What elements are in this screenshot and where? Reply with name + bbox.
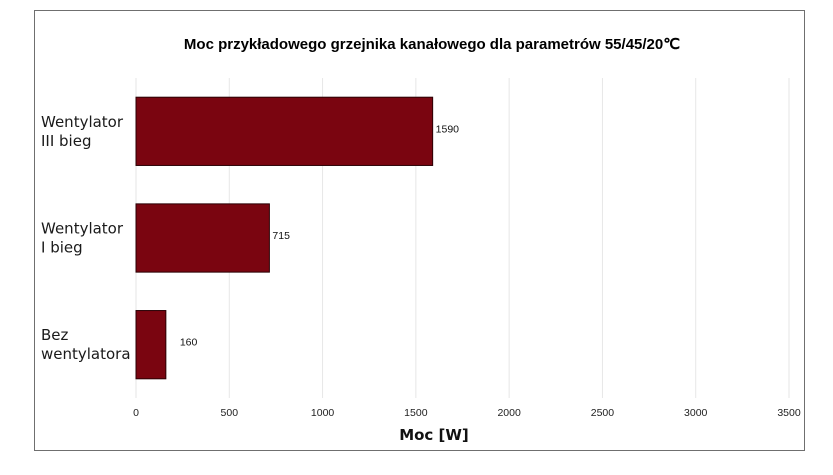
x-tick-label: 3000 xyxy=(684,407,708,419)
bar xyxy=(135,203,270,273)
category-label: Bez xyxy=(41,326,69,344)
category-label: wentylatora xyxy=(41,345,131,363)
category-label: Wentylator xyxy=(41,113,124,131)
x-tick-label: 0 xyxy=(133,407,139,419)
category-label: Wentylator xyxy=(41,220,124,238)
data-label: 715 xyxy=(272,230,290,242)
x-tick-label: 2500 xyxy=(591,407,615,419)
x-tick-label: 500 xyxy=(221,407,239,419)
data-label: 1590 xyxy=(436,123,460,135)
x-tick-label: 1000 xyxy=(311,407,335,419)
chart-title: Moc przykładowego grzejnika kanałowego d… xyxy=(184,36,680,53)
category-label: III bieg xyxy=(41,132,91,150)
data-label: 160 xyxy=(180,337,198,349)
x-axis-label: Moc [W] xyxy=(399,426,469,444)
x-axis-ticks: 0 500 1000 1500 2000 2500 3000 3500 xyxy=(133,407,801,419)
x-tick-label: 2000 xyxy=(497,407,521,419)
category-label: I bieg xyxy=(41,239,83,257)
bar xyxy=(135,96,434,166)
x-tick-label: 3500 xyxy=(777,407,801,419)
bars: 1590 715 160 xyxy=(135,96,460,380)
x-tick-label: 1500 xyxy=(404,407,428,419)
bar xyxy=(135,310,167,380)
